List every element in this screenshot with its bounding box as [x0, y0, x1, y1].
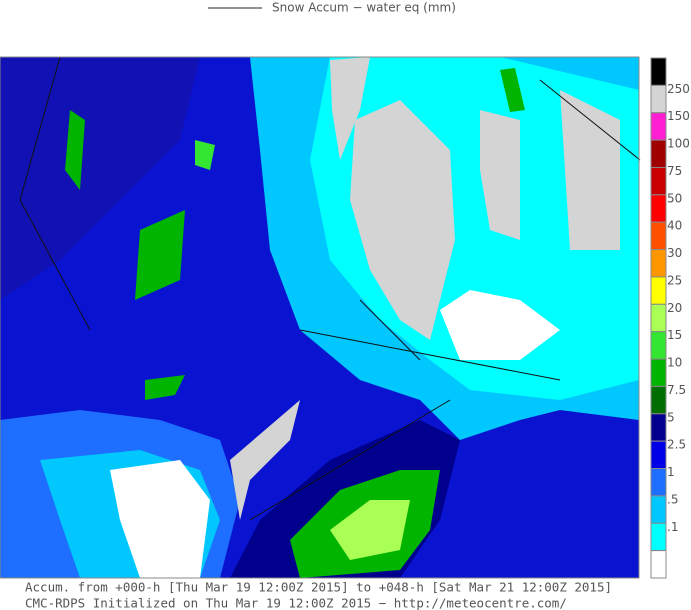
colorbar-box: [650, 495, 667, 524]
colorbar-box: [650, 276, 667, 305]
footer-line: Accum. from +000-h [Thu Mar 19 12:00Z 20…: [25, 580, 612, 595]
colorbar-box: [650, 413, 667, 442]
colorbar-box: [650, 166, 667, 196]
colorbar-label: .1: [667, 520, 678, 534]
colorbar-box: [650, 57, 667, 86]
colorbar-box: [650, 440, 667, 470]
colorbar-box: [650, 112, 667, 141]
colorbar-label: 10: [667, 356, 682, 370]
colorbar-label: 5: [667, 410, 675, 424]
colorbar-label: 75: [667, 164, 682, 178]
colorbar-label: 20: [667, 301, 682, 315]
colorbar-box: [650, 468, 667, 497]
colorbar-box: [650, 303, 667, 333]
map: [0, 56, 641, 578]
colorbar-box: [650, 385, 667, 415]
colorbar-label: 7.5: [667, 383, 686, 397]
map-frame: [0, 56, 640, 579]
colorbar-box: [650, 331, 667, 360]
colorbar-label: 30: [667, 246, 682, 260]
legend-title: Snow Accum − water eq (mm): [272, 1, 456, 15]
colorbar-label: 25: [667, 273, 682, 287]
colorbar-box: [650, 84, 667, 114]
colorbar-label: 150: [667, 109, 690, 123]
colorbar-box: [650, 249, 667, 278]
colorbar-label: 1: [667, 465, 675, 479]
colorbar-box: [650, 522, 667, 552]
colorbar-box: [650, 221, 667, 251]
footer-line: CMC-RDPS Initialized on Thu Mar 19 12:00…: [25, 596, 567, 610]
colorbar-label: 15: [667, 328, 682, 342]
colorbar-box: [650, 194, 667, 223]
colorbar-label: 2.5: [667, 438, 686, 452]
colorbar-label: 100: [667, 137, 690, 151]
colorbar-box: [650, 358, 667, 387]
colorbar-label: .5: [667, 492, 678, 506]
colorbar-label: 250: [667, 82, 690, 96]
colorbar-label: 50: [667, 191, 682, 205]
colorbar-box: [650, 139, 667, 168]
colorbar-label: 40: [667, 219, 682, 233]
colorbar-box: [650, 550, 667, 579]
